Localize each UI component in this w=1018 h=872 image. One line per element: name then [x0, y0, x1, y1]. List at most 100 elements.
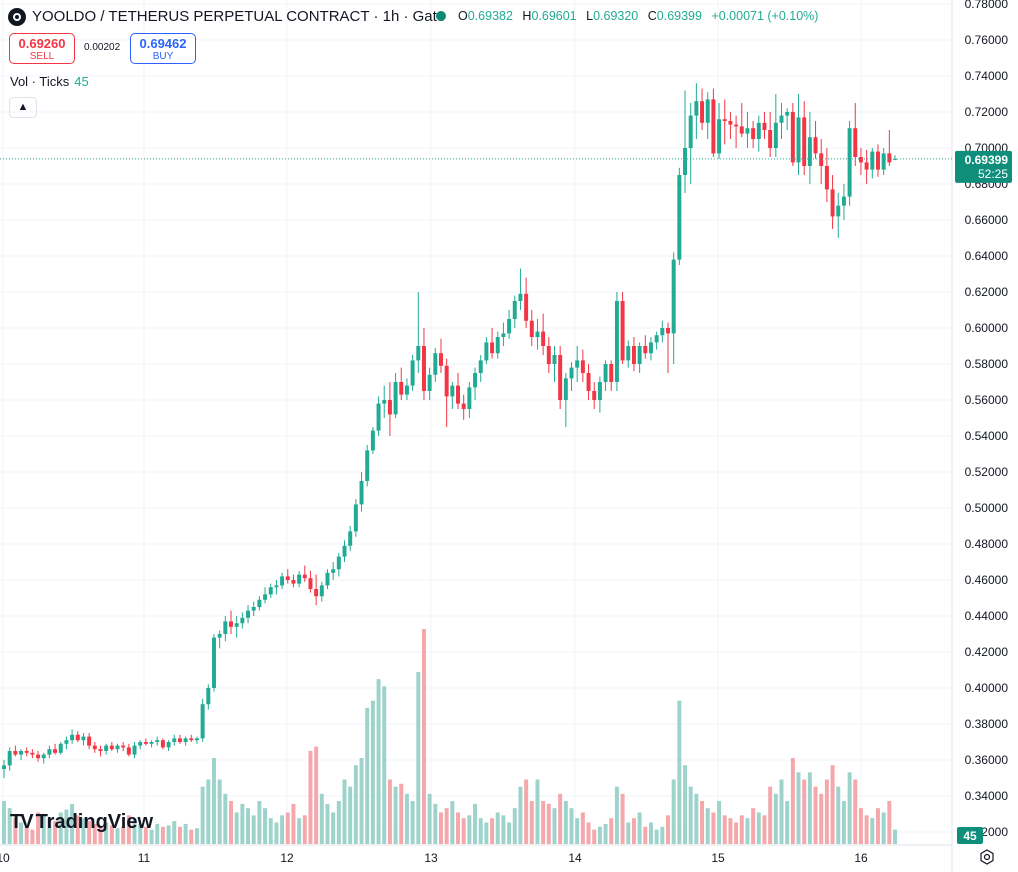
- open-label: O: [458, 9, 468, 23]
- candle-body: [200, 704, 205, 739]
- volume-bar: [410, 801, 415, 844]
- volume-bar: [104, 822, 109, 844]
- sell-label: SELL: [29, 51, 55, 62]
- candle-body: [211, 637, 216, 688]
- candle-body: [722, 119, 727, 121]
- change-value: +0.00071 (+0.10%): [711, 9, 819, 23]
- time-tick-label: 16: [854, 851, 868, 865]
- volume-bar: [365, 707, 370, 844]
- volume-bar: [688, 786, 693, 844]
- candle-body: [841, 196, 846, 206]
- candle-body: [654, 335, 659, 343]
- buy-button[interactable]: 0.69462 BUY: [130, 33, 196, 64]
- candle-body: [683, 148, 688, 175]
- candle-body: [773, 122, 778, 148]
- price-tick-label: 0.38000: [965, 717, 1009, 731]
- sell-button[interactable]: 0.69260 SELL: [9, 33, 75, 64]
- candle-body: [53, 749, 58, 753]
- volume-bar: [217, 779, 222, 844]
- volume-bar: [456, 812, 460, 844]
- candle-body: [546, 346, 551, 364]
- candle-body: [631, 346, 636, 364]
- candle-body: [143, 742, 148, 744]
- candle-body: [81, 736, 86, 741]
- volume-bar: [223, 793, 228, 844]
- candle-body: [666, 328, 670, 334]
- candle-body: [541, 331, 546, 346]
- candle-body: [2, 765, 6, 769]
- sell-price: 0.69260: [18, 36, 66, 51]
- volume-bar: [847, 772, 852, 844]
- time-tick-label: 14: [568, 851, 582, 865]
- candle-body: [19, 751, 24, 755]
- candle-body: [626, 346, 631, 361]
- volume-bar: [98, 826, 103, 844]
- volume-bar: [109, 825, 114, 844]
- volume-bar: [439, 812, 443, 844]
- tradingview-logo: TV TradingView: [10, 811, 153, 834]
- candle-body: [813, 137, 818, 154]
- candle-body: [779, 115, 784, 123]
- volume-bar: [177, 826, 182, 844]
- candle-body: [246, 610, 251, 618]
- volume-bar: [813, 786, 818, 844]
- candle-body: [433, 353, 438, 375]
- candle-body: [830, 189, 835, 217]
- candle-body: [234, 623, 239, 627]
- candle-body: [223, 621, 228, 634]
- volume-bar: [194, 828, 199, 844]
- volume-bar: [518, 786, 523, 844]
- volume-bar: [319, 793, 324, 844]
- candle-body: [132, 745, 137, 755]
- price-tick-label: 0.78000: [965, 0, 1009, 11]
- candle-body: [762, 122, 767, 130]
- volume-bar: [893, 829, 897, 844]
- candle-body: [314, 589, 319, 597]
- volume-bar: [773, 793, 778, 844]
- volume-bar: [597, 826, 602, 844]
- candle-body: [569, 367, 574, 379]
- candle-body: [251, 607, 256, 611]
- candle-body: [597, 382, 602, 400]
- candle-body: [291, 580, 296, 584]
- candle-body: [370, 430, 375, 451]
- volume-bar: [739, 815, 744, 844]
- candle-body: [728, 121, 733, 125]
- volume-bar: [637, 812, 642, 844]
- volume-bar: [790, 758, 795, 844]
- candle-body: [671, 259, 676, 334]
- volume-bar: [717, 801, 722, 844]
- volume-bar: [325, 803, 330, 844]
- settings-gear-icon[interactable]: [979, 849, 995, 865]
- market-status-icon[interactable]: [436, 11, 446, 21]
- volume-bar: [478, 818, 483, 844]
- volume-bar: [285, 812, 290, 844]
- volume-bar: [138, 823, 143, 844]
- volume-bar: [768, 786, 773, 844]
- volume-bar: [779, 779, 784, 844]
- chevron-up-icon[interactable]: ▲: [9, 97, 37, 118]
- volume-bar: [507, 822, 512, 844]
- volume-bar: [342, 779, 347, 844]
- candle-body: [177, 738, 182, 742]
- volume-bar: [229, 801, 233, 844]
- high-label: H: [522, 9, 532, 23]
- volume-bar: [121, 826, 126, 844]
- volume-bar: [64, 809, 69, 844]
- candle-body: [495, 337, 500, 354]
- volume-bar: [211, 758, 216, 844]
- volume-legend[interactable]: Vol · Ticks 45: [10, 74, 89, 89]
- candle-body: [796, 117, 801, 163]
- candle-body: [768, 130, 773, 148]
- candle-body: [705, 99, 710, 123]
- volume-bar: [858, 808, 863, 844]
- candle-body: [308, 578, 313, 589]
- candle-body: [756, 122, 761, 139]
- chart-title: YOOLDO / TETHERUS PERPETUAL CONTRACT · 1…: [32, 8, 446, 25]
- volume-bar: [240, 803, 245, 844]
- buy-label: BUY: [152, 51, 174, 62]
- volume-bar: [336, 801, 341, 844]
- candle-body: [183, 738, 188, 742]
- candle-body: [172, 738, 177, 742]
